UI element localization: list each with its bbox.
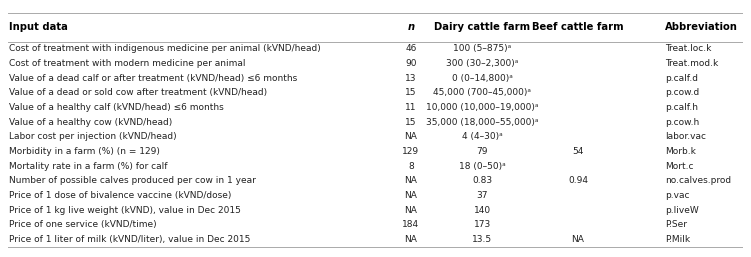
Text: Treat.loc.k: Treat.loc.k [665,44,711,53]
Text: p.calf.d: p.calf.d [665,74,698,83]
Text: Number of possible calves produced per cow in 1 year: Number of possible calves produced per c… [9,176,256,185]
Text: Beef cattle farm: Beef cattle farm [532,22,624,32]
Text: 13: 13 [405,74,417,83]
Text: 129: 129 [403,147,419,156]
Text: P.Ser: P.Ser [665,221,686,230]
Text: 0.94: 0.94 [568,176,588,185]
Text: 54: 54 [572,147,584,156]
Text: NA: NA [404,132,418,141]
Text: 79: 79 [476,147,488,156]
Text: Treat.mod.k: Treat.mod.k [665,59,718,68]
Text: Value of a dead or sold cow after treatment (kVND/head): Value of a dead or sold cow after treatm… [9,88,267,97]
Text: 46: 46 [405,44,417,53]
Text: NA: NA [404,191,418,200]
Text: 184: 184 [403,221,419,230]
Text: Mortality rate in a farm (%) for calf: Mortality rate in a farm (%) for calf [9,162,167,171]
Text: Morbidity in a farm (%) (n = 129): Morbidity in a farm (%) (n = 129) [9,147,160,156]
Text: 100 (5–875)ᵃ: 100 (5–875)ᵃ [453,44,511,53]
Text: p.vac: p.vac [665,191,689,200]
Text: Cost of treatment with indigenous medicine per animal (kVND/head): Cost of treatment with indigenous medici… [9,44,321,53]
Text: 45,000 (700–45,000)ᵃ: 45,000 (700–45,000)ᵃ [433,88,531,97]
Text: NA: NA [572,235,584,244]
Text: 11: 11 [405,103,417,112]
Text: Price of one service (kVND/time): Price of one service (kVND/time) [9,221,157,230]
Text: 90: 90 [405,59,417,68]
Text: Input data: Input data [9,22,68,32]
Text: labor.vac: labor.vac [665,132,706,141]
Text: Dairy cattle farm: Dairy cattle farm [434,22,530,32]
Text: Morb.k: Morb.k [665,147,695,156]
Text: 15: 15 [405,88,417,97]
Text: 8: 8 [408,162,414,171]
Text: 18 (0–50)ᵃ: 18 (0–50)ᵃ [459,162,505,171]
Text: Labor cost per injection (kVND/head): Labor cost per injection (kVND/head) [9,132,176,141]
Text: Value of a healthy calf (kVND/head) ≤6 months: Value of a healthy calf (kVND/head) ≤6 m… [9,103,224,112]
Text: 140: 140 [474,206,491,215]
Text: NA: NA [404,235,418,244]
Text: 37: 37 [476,191,488,200]
Text: 0.83: 0.83 [472,176,492,185]
Text: no.calves.prod: no.calves.prod [665,176,731,185]
Text: 173: 173 [474,221,491,230]
Text: 10,000 (10,000–19,000)ᵃ: 10,000 (10,000–19,000)ᵃ [426,103,538,112]
Text: p.calf.h: p.calf.h [665,103,698,112]
Text: 4 (4–30)ᵃ: 4 (4–30)ᵃ [462,132,502,141]
Text: 300 (30–2,300)ᵃ: 300 (30–2,300)ᵃ [446,59,518,68]
Text: NA: NA [404,206,418,215]
Text: Value of a dead calf or after treatment (kVND/head) ≤6 months: Value of a dead calf or after treatment … [9,74,297,83]
Text: 35,000 (18,000–55,000)ᵃ: 35,000 (18,000–55,000)ᵃ [426,118,538,127]
Text: p.liveW: p.liveW [665,206,698,215]
Text: Price of 1 dose of bivalence vaccine (kVND/dose): Price of 1 dose of bivalence vaccine (kV… [9,191,231,200]
Text: 0 (0–14,800)ᵃ: 0 (0–14,800)ᵃ [452,74,513,83]
Text: p.cow.d: p.cow.d [665,88,699,97]
Text: NA: NA [404,176,418,185]
Text: Value of a healthy cow (kVND/head): Value of a healthy cow (kVND/head) [9,118,172,127]
Text: P.Milk: P.Milk [665,235,690,244]
Text: Mort.c: Mort.c [665,162,693,171]
Text: Price of 1 kg live weight (kVND), value in Dec 2015: Price of 1 kg live weight (kVND), value … [9,206,241,215]
Text: Abbreviation: Abbreviation [665,22,737,32]
Text: Price of 1 liter of milk (kVND/liter), value in Dec 2015: Price of 1 liter of milk (kVND/liter), v… [9,235,250,244]
Text: Cost of treatment with modern medicine per animal: Cost of treatment with modern medicine p… [9,59,246,68]
Text: n: n [407,22,415,32]
Text: 15: 15 [405,118,417,127]
Text: 13.5: 13.5 [472,235,492,244]
Text: p.cow.h: p.cow.h [665,118,699,127]
